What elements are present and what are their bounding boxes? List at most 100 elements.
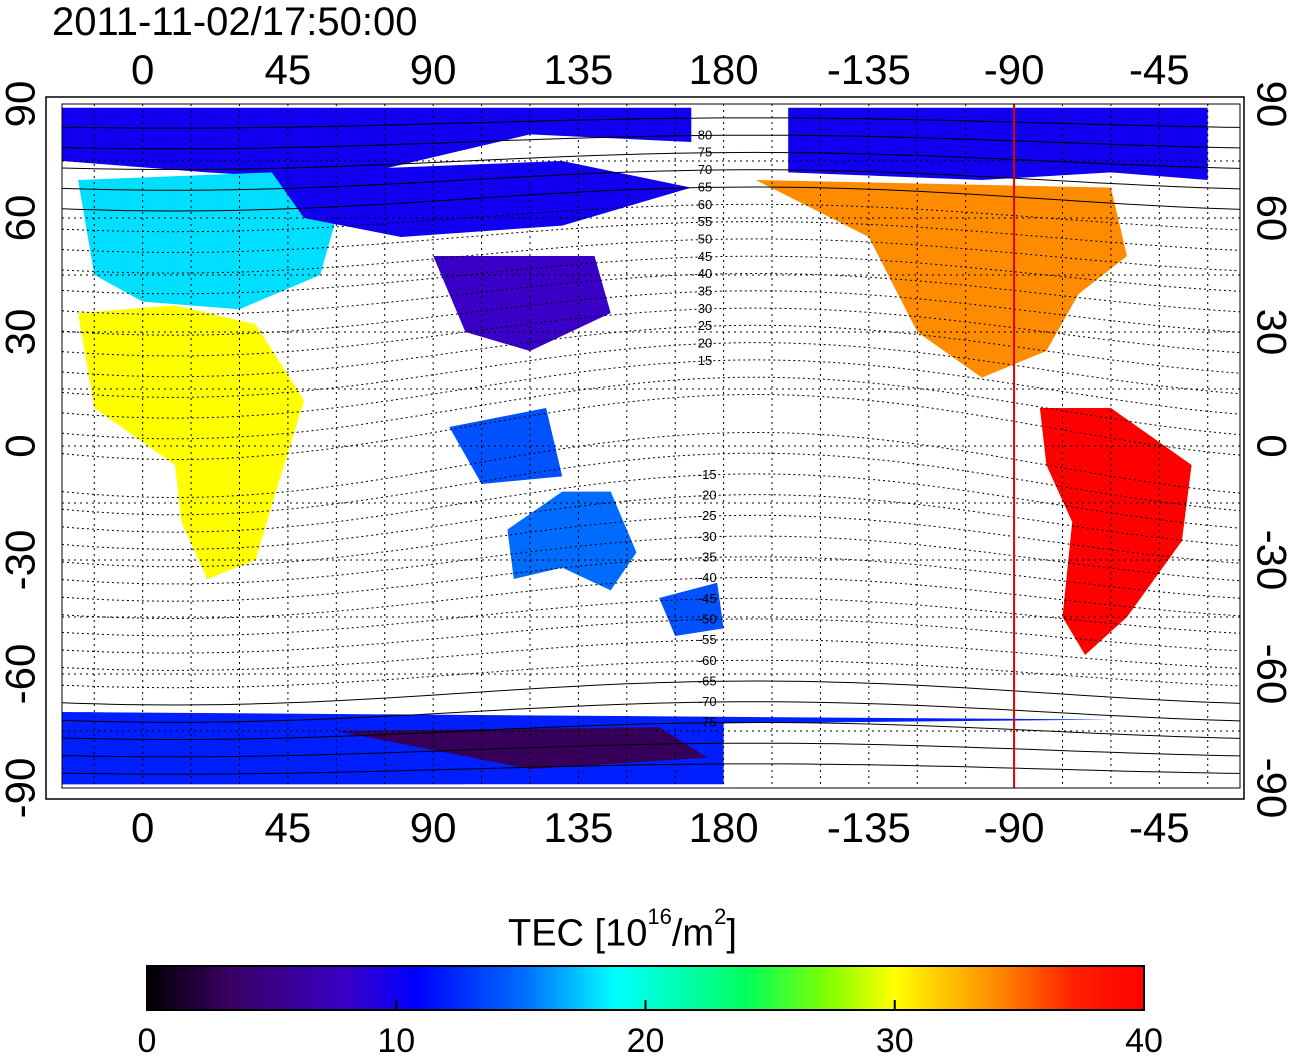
contour-label: -55 [698,632,717,647]
contour-label: 30 [698,301,712,316]
contour-line [62,203,1240,233]
y-right-tick-label: -90 [1249,758,1292,819]
contour-line [62,639,1240,671]
y-left-tick-label: -90 [0,758,44,819]
contour-label: 25 [698,318,712,333]
contour-line [62,272,1240,316]
contour-label: -65 [698,673,717,688]
y-left-tick-label: 60 [0,195,44,242]
contour-line [62,169,1240,191]
contour-label: -15 [698,467,717,482]
contour-label: 45 [698,249,712,264]
x-bottom-tick-labels: 0 45 90 135 180 -135 -90 -45 [131,804,1190,851]
contour-label: -60 [698,653,717,668]
contour-line [62,186,1240,212]
contour-line [62,576,1240,620]
y-right-tick-label: 60 [1249,195,1292,242]
contour-label: -30 [698,529,717,544]
contour-line [62,742,1240,758]
contour-label: 15 [698,353,712,368]
contour-label: 40 [698,266,712,281]
contour-label: -40 [698,570,717,585]
contour-line [62,134,1240,150]
contour-line [62,359,1240,419]
colorbar-tick-label: 20 [627,1022,665,1057]
contour-label: 20 [698,336,712,351]
x-top-tick-labels: 0 45 90 135 180 -135 -90 -45 [131,46,1190,93]
x-top-tick-label: 135 [543,46,613,93]
contour-label: -75 [698,715,717,730]
region-africa [78,305,305,579]
contour-line [62,324,1240,378]
x-top-tick-label: 0 [131,46,154,93]
x-bottom-tick-label: 90 [410,804,457,851]
contour-line [62,535,1240,585]
colorbar-tick-label: 30 [876,1022,914,1057]
y-left-tick-label: 30 [0,309,44,356]
colorbar-label-exp1: 16 [647,904,672,929]
contour-line [62,290,1240,336]
x-bottom-tick-label: 135 [543,804,613,851]
region-se-asia [449,408,563,484]
contour-labels: 80 75 70 65 60 55 50 45 40 35 30 25 20 15 -15 -20 -25 -30… [698,127,717,729]
region-east-asia [433,256,611,351]
colorbar-label-exp2: 2 [714,904,727,929]
contour-line [62,473,1240,533]
contour-line [62,701,1240,723]
y-left-tick-label: -30 [0,530,44,591]
colorbar-tick-label: 0 [138,1022,157,1057]
x-top-tick-label: 90 [410,46,457,93]
x-bottom-tick-label: 0 [131,804,154,851]
contour-label: 50 [698,231,712,246]
colorbar-label: TEC [1016/m2] [508,903,737,956]
contour-label: -25 [698,508,717,523]
contour-label: 75 [698,145,712,160]
contour-line [62,255,1240,295]
contour-line [62,151,1240,170]
y-left-tick-label: -60 [0,644,44,705]
y-left-tick-labels: 90 60 30 0 -30 -60 -90 [0,81,44,819]
contour-line [62,722,1240,740]
region-arctic-west [788,107,1208,180]
y-right-tick-label: -30 [1249,530,1292,591]
colorbar-tick-labels: 0 10 20 30 40 [138,1000,1163,1057]
contour-label: 80 [698,127,712,142]
x-bottom-tick-label: -135 [827,804,911,851]
contour-label: 70 [698,162,712,177]
colorbar-label-mid: /m [671,912,715,955]
contour-line [62,238,1240,274]
y-right-tick-label: 30 [1249,309,1292,356]
magnetic-contour-lines [62,117,1240,775]
y-right-tick-labels: 90 60 30 0 -30 -60 -90 [1249,81,1292,819]
colorbar-tick-label: 40 [1125,1022,1163,1057]
contour-label: 35 [698,284,712,299]
contour-line [62,342,1240,398]
contour-label: -50 [698,611,717,626]
x-bottom-tick-label: 180 [689,804,759,851]
contour-line [62,117,1240,129]
x-top-tick-label: -90 [984,46,1045,93]
y-left-tick-label: 0 [0,434,44,457]
x-bottom-tick-label: -45 [1129,804,1190,851]
colorbar-tick-label: 10 [377,1022,415,1057]
contour-line [62,514,1240,568]
y-right-tick-label: 90 [1249,81,1292,128]
contour-line [62,221,1240,253]
contour-line [62,393,1240,461]
x-top-tick-label: -45 [1129,46,1190,93]
tec-data-layer [62,107,1208,785]
contour-line [62,618,1240,654]
contour-label: -20 [698,488,717,503]
region-arctic-east [62,107,692,180]
contour-line [62,597,1240,637]
contour-label: -35 [698,550,717,565]
y-right-tick-label: 0 [1249,434,1292,457]
contour-label: 65 [698,179,712,194]
region-siberia [271,161,692,237]
y-right-tick-label: -60 [1249,644,1292,705]
plot-frame [45,96,1245,800]
grid-lines [62,104,1240,788]
y-left-tick-label: 90 [0,81,44,128]
chart-title: 2011-11-02/17:50:00 [52,0,418,44]
